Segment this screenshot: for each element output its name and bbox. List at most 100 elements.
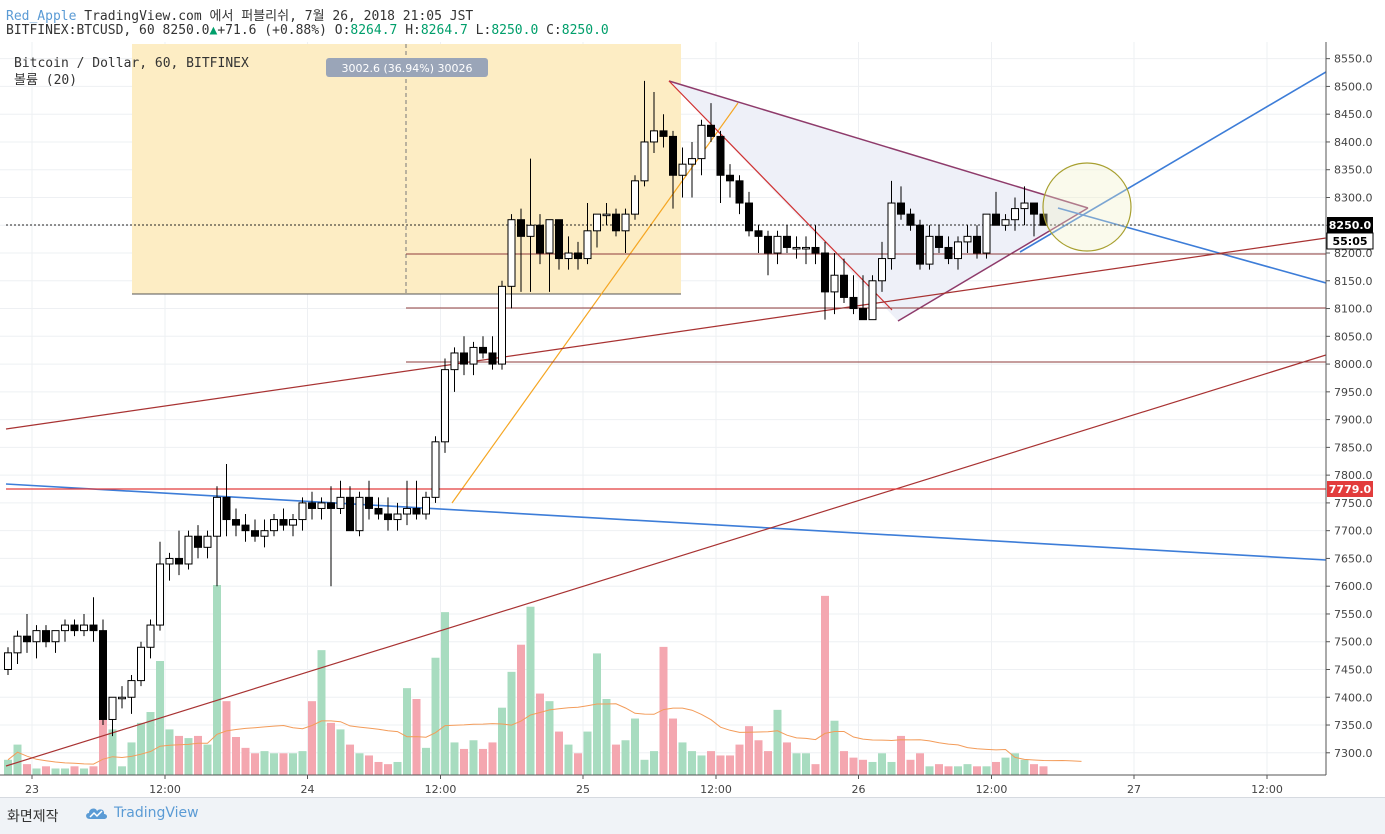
candle-body — [4, 652, 12, 670]
volume-bar — [374, 761, 383, 775]
candle — [688, 141, 696, 198]
price-tick-label: 7850.0 — [1334, 441, 1373, 454]
candle-body — [213, 496, 221, 537]
up-triangle-icon: ▲ — [209, 23, 218, 38]
candle — [1020, 186, 1029, 226]
measure-label-text: 3002.6 (36.94%) 30026 — [341, 62, 472, 75]
candle — [118, 686, 126, 709]
candle — [1001, 214, 1010, 231]
candle — [574, 241, 582, 270]
volume-bar — [488, 742, 497, 775]
countdown-value: 55:05 — [1332, 235, 1367, 248]
price-tick-label: 7300.0 — [1334, 747, 1373, 760]
candle-body — [631, 180, 639, 215]
candle — [260, 519, 269, 548]
price-tick-label: 7750.0 — [1334, 497, 1373, 510]
time-tick-label: 24 — [301, 783, 315, 796]
candle — [4, 647, 12, 676]
time-tick-label: 12:00 — [700, 783, 732, 796]
close-label: C: — [546, 23, 562, 38]
candle — [175, 530, 183, 576]
volume-bar — [393, 761, 402, 775]
volume-bar — [241, 747, 250, 775]
candle — [289, 514, 297, 537]
footer-bar: 화면제작 TradingView — [0, 797, 1385, 834]
price-tick-label: 8450.0 — [1334, 108, 1373, 121]
volume-bar — [830, 720, 839, 775]
candle — [317, 497, 326, 520]
volume-bar — [536, 693, 544, 775]
candle-body — [849, 296, 858, 310]
candle-body — [13, 635, 22, 654]
candle — [745, 191, 753, 237]
time-tick-label: 12:00 — [1251, 783, 1283, 796]
candle-body — [878, 258, 886, 282]
price-tick-label: 7700.0 — [1334, 525, 1373, 538]
red-descending-line — [668, 80, 893, 311]
volume-bar — [517, 644, 525, 775]
volume-bar — [175, 735, 183, 775]
volume-bar — [118, 766, 126, 775]
candle-body — [602, 213, 611, 217]
price-chart[interactable]: 7300.0 7350.0 7400.0 7450.0 7500.0 7550.0 7600… — [0, 0, 1385, 797]
candle — [935, 225, 943, 254]
high-value: 8264.7 — [420, 23, 468, 38]
price-tick-label: 7550.0 — [1334, 608, 1373, 621]
volume-bar — [859, 759, 867, 775]
candle-body — [32, 630, 41, 643]
candle — [830, 253, 839, 315]
candle-body — [51, 630, 60, 643]
candle — [925, 225, 934, 270]
candle — [194, 525, 202, 559]
volume-bar — [4, 759, 12, 775]
candle — [982, 213, 991, 259]
candle-body — [479, 346, 487, 354]
level-price-value: 7779.0 — [1329, 483, 1372, 496]
volume-bar — [840, 751, 848, 775]
volume-bar — [593, 653, 601, 775]
volume-bar — [773, 709, 782, 775]
volume-bar — [992, 761, 1000, 775]
candle — [203, 530, 212, 559]
candle-body — [507, 219, 516, 287]
candle-body — [70, 624, 79, 632]
volume-bar — [574, 753, 582, 775]
volume-bar — [707, 751, 715, 775]
candle-body — [469, 346, 478, 365]
candle — [973, 225, 981, 259]
volume-bar — [146, 712, 155, 775]
volume-bar — [251, 753, 259, 775]
volume-bar — [887, 761, 896, 775]
volume-bar — [355, 753, 364, 775]
triangle-pattern — [669, 81, 1088, 321]
candle-body — [707, 124, 715, 137]
candle-body — [384, 513, 392, 521]
candle — [51, 630, 60, 653]
candle — [42, 625, 50, 648]
candle — [764, 230, 772, 276]
volume-bar — [583, 731, 592, 775]
candle-body — [317, 502, 326, 509]
volume-bar — [165, 729, 174, 775]
candle — [327, 486, 335, 587]
candle-body — [726, 174, 734, 182]
candle — [944, 236, 953, 265]
candle — [61, 619, 69, 642]
price-axis[interactable]: 7300.0 7350.0 7400.0 7450.0 7500.0 7550.0 7600… — [1326, 53, 1373, 760]
candle — [640, 80, 649, 187]
candle-body — [792, 246, 801, 250]
price-change: +71.6 (+0.88%) — [217, 23, 327, 38]
candle-body — [773, 235, 782, 254]
red-channel-lower — [5, 354, 1326, 767]
candle-body — [422, 496, 430, 515]
candle — [165, 552, 174, 581]
current-price-tag: 8250.0 55:05 — [1326, 217, 1374, 250]
brand-link[interactable]: TradingView — [84, 805, 199, 821]
candle-body — [935, 235, 943, 248]
candle-body — [716, 135, 725, 176]
candle — [878, 241, 886, 292]
time-axis[interactable]: 23 12:00 24 12:00 25 12:00 26 12:00 27 12:00 — [25, 775, 1283, 796]
candle — [137, 641, 145, 687]
time-tick-label: 12:00 — [425, 783, 457, 796]
author-link[interactable]: Red_Apple — [6, 9, 77, 24]
